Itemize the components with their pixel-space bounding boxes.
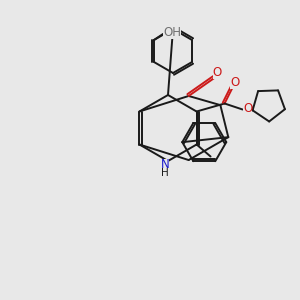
- Text: O: O: [243, 102, 252, 115]
- Text: OH: OH: [163, 26, 181, 38]
- Text: N: N: [160, 158, 169, 172]
- Text: O: O: [213, 67, 222, 80]
- Text: H: H: [161, 168, 169, 178]
- Text: O: O: [230, 76, 239, 89]
